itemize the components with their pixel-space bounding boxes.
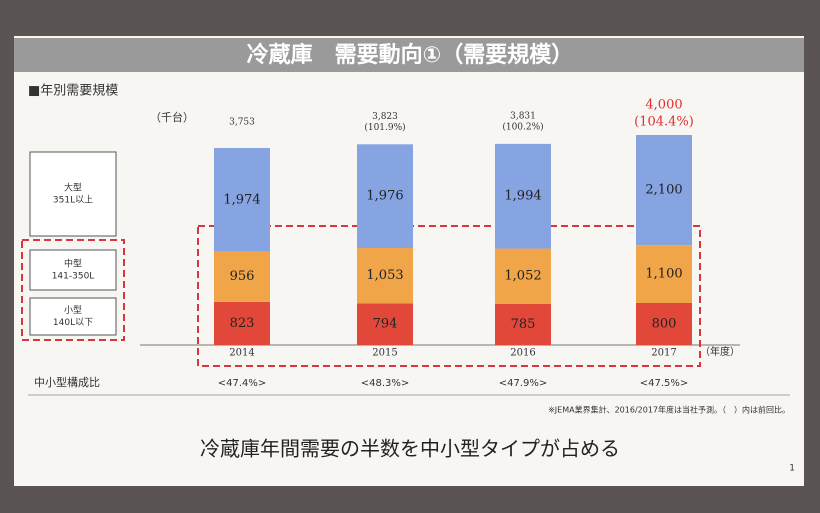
ratio-label: <47.5%> [640, 378, 689, 389]
segment-label: 956 [230, 269, 255, 284]
x-tick-label: 2017 [651, 348, 676, 359]
legend-name: 中型 [64, 258, 82, 270]
highlight-box [197, 225, 701, 367]
legend-box [29, 249, 117, 291]
total-label: 3,831 [510, 111, 536, 121]
growth-label: (101.9%) [364, 122, 405, 133]
bar-segment [495, 303, 551, 345]
legend-name: 小型 [64, 305, 82, 316]
x-tick-label: 2016 [510, 348, 535, 359]
segment-label: 2,100 [645, 183, 682, 198]
x-tick-label: 2014 [229, 348, 254, 359]
bar-segment [357, 144, 413, 249]
ratio-label: <48.3%> [361, 378, 410, 389]
x-tick-label: 2015 [372, 348, 397, 359]
bar-segment [636, 245, 692, 303]
bar-segment [495, 143, 551, 249]
bar-segment [357, 303, 413, 345]
legend-box [29, 297, 117, 336]
x-axis-label: （年度） [700, 345, 740, 358]
ratio-label: <47.9%> [499, 378, 548, 389]
ratio-row-label: 中小型構成比 [34, 375, 100, 389]
segment-label: 1,994 [504, 189, 541, 204]
bar-segment [495, 248, 551, 304]
growth-label: (100.2%) [502, 121, 543, 132]
footnote: ※JEMA業界集計、2016/2017年度は当社予測。（ ）内は前回比。 [548, 405, 790, 415]
total-label: 4,000 [645, 98, 682, 113]
ratio-label: <47.4%> [218, 378, 267, 389]
bar-segment [214, 251, 270, 302]
chart-title: 冷蔵庫 需要動向①（需要規模） [247, 42, 574, 68]
segment-label: 1,053 [366, 268, 403, 283]
segment-label: 1,100 [645, 267, 682, 282]
bar-segment [357, 248, 413, 304]
segment-label: 785 [511, 317, 536, 332]
segment-label: 823 [230, 316, 255, 331]
growth-label: (104.4%) [634, 115, 694, 130]
total-label: 3,753 [229, 117, 255, 127]
page-number: 1 [789, 464, 795, 474]
title-bar [14, 38, 804, 72]
segment-label: 1,052 [504, 269, 541, 284]
unit-label: （千台） [150, 110, 194, 124]
legend-box [29, 151, 117, 237]
legend-range: 351L以上 [53, 195, 93, 206]
section-heading: ■年別需要規模 [28, 84, 118, 99]
bar-segment [636, 135, 692, 246]
bar-segment [214, 147, 270, 252]
segment-label: 794 [373, 317, 398, 332]
segment-label: 1,976 [366, 189, 403, 204]
bar-segment [214, 301, 270, 345]
legend-name: 大型 [64, 182, 82, 194]
segment-label: 1,974 [223, 192, 260, 207]
highlight-box [21, 239, 125, 341]
bar-segment [636, 303, 692, 345]
headline: 冷蔵庫年間需要の半数を中小型タイプが占める [200, 437, 620, 461]
legend-range: 140L以下 [53, 318, 93, 328]
segment-label: 800 [652, 317, 677, 332]
total-label: 3,823 [372, 112, 398, 122]
legend-range: 141-350L [52, 272, 95, 282]
